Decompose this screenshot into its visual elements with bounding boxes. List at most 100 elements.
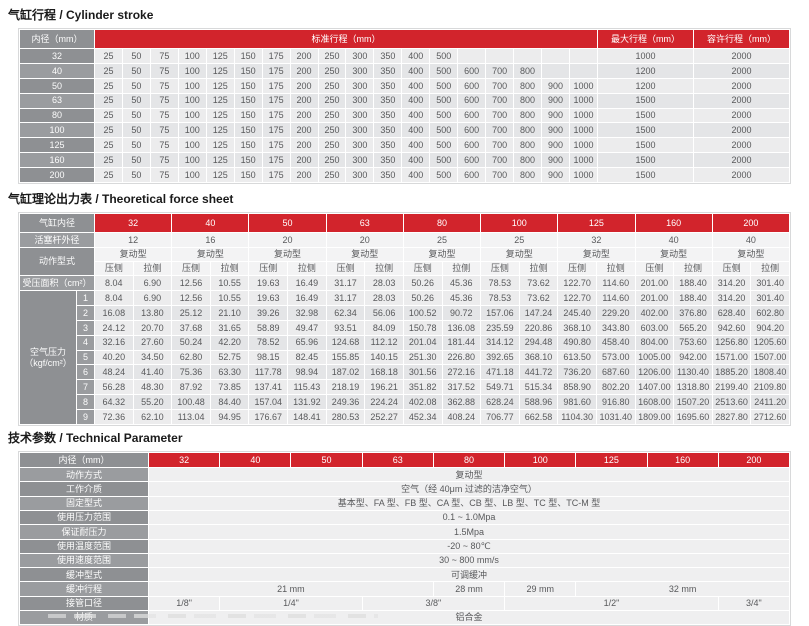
force-value: 317.52 <box>441 379 482 396</box>
stroke-value: 900 <box>541 122 570 139</box>
stroke-value <box>568 48 599 64</box>
force-value: 56.28 <box>94 379 134 396</box>
stroke-value: 400 <box>401 152 431 169</box>
parameter-row: 工作介质 空气（经 40μm 过滤的洁净空气） <box>19 481 790 497</box>
stroke-value: 500 <box>429 107 459 124</box>
bore-label: 160 <box>19 152 95 169</box>
pull-side-label: 拉侧 <box>441 261 482 277</box>
parameter-value: -20 ~ 80℃ <box>148 538 790 554</box>
cutoff-text-strip <box>48 614 378 618</box>
stroke-value: 400 <box>401 122 431 139</box>
stroke-value: 500 <box>429 77 459 94</box>
stroke-value: 50 <box>121 77 151 94</box>
cylinder-stroke-table: 内径（mm） 标准行程（mm） 最大行程（mm） 容许行程（mm） 32 25 50 75 10… <box>19 29 790 184</box>
stroke-value: 50 <box>121 152 151 169</box>
stroke-value: 250 <box>317 62 347 79</box>
stroke-value: 150 <box>233 48 263 64</box>
section-title-cylinder-stroke: 气缸行程 / Cylinder stroke <box>8 8 154 22</box>
force-value: 100.52 <box>402 304 443 321</box>
parameter-value: 3/8" <box>361 595 506 612</box>
force-value: 1206.00 <box>634 364 675 381</box>
stroke-value: 250 <box>317 48 347 64</box>
force-value: 802.20 <box>595 379 636 396</box>
force-value: 137.41 <box>248 379 289 396</box>
force-value: 368.10 <box>518 349 559 366</box>
force-value: 187.02 <box>325 364 366 381</box>
pressure-index: 7 <box>75 379 96 396</box>
bore-label: 200 <box>19 167 95 184</box>
param-bore-header: 内径（mm） <box>19 452 149 469</box>
pressure-area-value: 28.03 <box>364 275 404 292</box>
force-value: 490.80 <box>557 334 597 351</box>
force-value: 904.20 <box>750 319 790 336</box>
stroke-value <box>457 48 487 64</box>
force-value: 301.40 <box>750 290 790 306</box>
stroke-value: 800 <box>513 92 542 109</box>
force-value: 8.04 <box>94 290 134 306</box>
stroke-value: 700 <box>485 122 515 139</box>
force-value: 1507.20 <box>673 394 713 411</box>
pull-side-label: 拉侧 <box>673 261 713 277</box>
stroke-value: 500 <box>429 152 459 169</box>
action-type-value: 复动型 <box>711 247 791 263</box>
stroke-table-row: 50 25 50 75 100 125 150 175 200 250 300 350 400 500 60… <box>19 77 790 94</box>
stroke-value: 700 <box>485 62 515 79</box>
pressure-area-value: 8.04 <box>94 275 134 292</box>
stroke-value: 500 <box>429 167 459 184</box>
stroke-value: 125 <box>205 77 235 94</box>
stroke-value: 50 <box>121 137 151 154</box>
stroke-value: 700 <box>485 77 515 94</box>
force-value: 84.40 <box>209 394 250 411</box>
pull-side-label: 拉侧 <box>209 261 250 277</box>
stroke-value: 500 <box>429 137 459 154</box>
force-value: 549.71 <box>480 379 520 396</box>
force-value: 25.12 <box>171 304 211 321</box>
push-side-label: 压侧 <box>94 261 134 277</box>
force-value: 402.00 <box>634 304 675 321</box>
stroke-value: 800 <box>513 107 542 124</box>
force-value: 272.16 <box>441 364 482 381</box>
section-title-technical-parameter: 技术参数 / Technical Parameter <box>8 431 183 446</box>
stroke-value: 125 <box>205 122 235 139</box>
stroke-value: 500 <box>429 122 459 139</box>
stroke-value: 175 <box>261 122 291 139</box>
stroke-value: 75 <box>149 152 179 169</box>
stroke-value: 100 <box>177 77 207 94</box>
parameter-value: 21 mm <box>148 581 434 597</box>
force-value: 251.30 <box>402 349 443 366</box>
force-value: 28.03 <box>364 290 404 306</box>
stroke-value: 600 <box>457 122 487 139</box>
stroke-value: 700 <box>485 107 515 124</box>
allowed-stroke-value: 2000 <box>693 107 790 124</box>
parameter-value: 1/4" <box>219 595 363 612</box>
parameter-value: 28 mm <box>432 581 506 597</box>
force-value: 2411.20 <box>750 394 790 411</box>
force-value: 73.62 <box>518 290 559 306</box>
parameter-table-frame: 内径（mm） 32 40 50 63 80 100 125 160 200 动作方式 复动型 工作介质空… <box>18 451 791 626</box>
stroke-value: 400 <box>401 167 431 184</box>
stroke-value: 800 <box>513 122 542 139</box>
force-value: 62.34 <box>325 304 366 321</box>
stroke-value: 125 <box>205 62 235 79</box>
stroke-value: 600 <box>457 62 487 79</box>
pressure-area-value: 45.36 <box>441 275 482 292</box>
pressure-area-value: 16.49 <box>287 275 327 292</box>
parameter-value: 1/8" <box>147 595 221 612</box>
max-stroke-value: 1500 <box>597 152 694 169</box>
stroke-value: 800 <box>513 152 542 169</box>
force-value: 602.80 <box>750 304 790 321</box>
stroke-value: 200 <box>289 92 319 109</box>
force-value: 16.49 <box>287 290 327 306</box>
rod-diameter-value: 40 <box>634 232 713 249</box>
bore-label: 40 <box>19 62 95 79</box>
stroke-value: 125 <box>205 152 235 169</box>
parameter-row: 使用速度范围 30 ~ 800 mm/s <box>19 552 790 569</box>
stroke-value: 900 <box>541 107 570 124</box>
theoretical-force-table: 气缸内径 32 40 50 63 80 100 125 160 200 活塞杆外径 12 16 20 20 2… <box>18 213 791 426</box>
rod-diameter-value: 40 <box>711 232 791 249</box>
param-bore-value: 40 <box>219 452 292 469</box>
rod-diameter-value: 12 <box>94 232 173 249</box>
stroke-value: 50 <box>121 48 151 64</box>
max-stroke-value: 1200 <box>597 62 694 79</box>
force-value: 220.86 <box>518 319 559 336</box>
